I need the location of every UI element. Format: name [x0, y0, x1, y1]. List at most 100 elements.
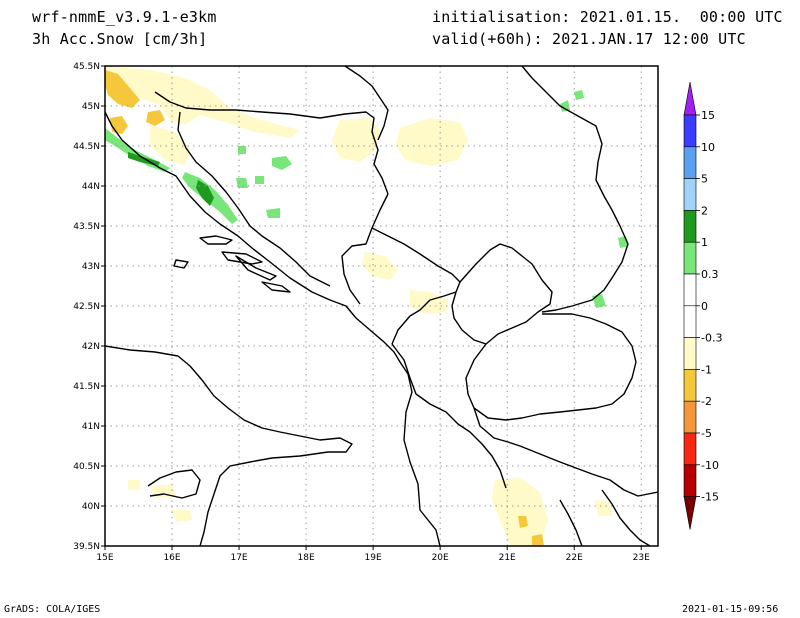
colorbar-label: 5 — [701, 173, 708, 186]
colorbar-label: -15 — [701, 491, 719, 504]
shade-green-5 — [255, 176, 264, 184]
colorbar-segment — [683, 432, 697, 466]
border-greece — [473, 407, 658, 497]
island-5 — [235, 255, 277, 281]
colorbar-label: -2 — [701, 395, 712, 408]
border-serbia-north — [344, 66, 389, 141]
colorbar-label: 0 — [701, 300, 708, 313]
shade-green-9 — [574, 90, 584, 100]
colorbar-label: 15 — [701, 109, 715, 122]
colorbar-segment — [683, 369, 697, 402]
shade-green-6 — [266, 208, 280, 218]
colorbar-segment — [683, 400, 697, 434]
x-tick-label: 21E — [499, 553, 516, 563]
colorbar-segment — [683, 305, 697, 338]
y-tick-label: 42N — [82, 342, 100, 352]
shade-green-8 — [560, 100, 570, 112]
colorbar-segment — [683, 337, 697, 370]
border-serbia-east — [521, 66, 629, 313]
shade-green-4 — [236, 178, 248, 188]
model-name: wrf-nmmE_v3.9.1-e3km — [32, 8, 217, 26]
y-tick-labels: 45.5N 45N 44.5N 44N 43.5N 43N 42.5N 42N 41.5N 41N… — [73, 62, 105, 552]
x-tick-label: 16E — [163, 553, 180, 563]
render-timestamp: 2021-01-15-09:56 — [682, 604, 779, 615]
y-tick-label: 43N — [82, 262, 100, 272]
y-tick-label: 45.5N — [73, 62, 100, 72]
colorbar-segment — [683, 210, 697, 243]
colorbar-label: -1 — [701, 363, 712, 376]
shade-light-sw-1 — [172, 510, 192, 522]
border-croatia-bosnia — [154, 91, 389, 195]
y-tick-label: 39.5N — [73, 542, 100, 552]
x-tick-labels: 15E 16E 17E 18E 19E 20E 21E 22E 23E — [96, 546, 650, 563]
colorbar-label: 2 — [701, 204, 708, 217]
y-tick-label: 43.5N — [73, 222, 100, 232]
border-albania — [391, 343, 507, 489]
shade-light-nw2 — [150, 125, 190, 165]
y-tick-label: 44.5N — [73, 142, 100, 152]
border-montenegro — [371, 227, 461, 345]
y-tick-label: 41.5N — [73, 382, 100, 392]
y-tick-label: 41N — [82, 422, 100, 432]
shade-light-south-1 — [492, 478, 548, 546]
colorbar-label: 0.3 — [701, 268, 719, 281]
initialisation-time: initialisation: 2021.01.15. 00:00 UTC — [432, 8, 783, 26]
border-bosnia-coast — [177, 111, 331, 287]
colorbar-label: 1 — [701, 236, 708, 249]
coastlines-and-borders — [105, 66, 658, 546]
colorbar-segment — [683, 273, 697, 307]
shade-green-7 — [238, 146, 246, 154]
shade-light-central-2 — [396, 118, 468, 166]
x-tick-label: 23E — [633, 553, 650, 563]
valid-time: valid(+60h): 2021.JAN.17 12:00 UTC — [432, 30, 746, 48]
coast-dalmatia — [105, 111, 441, 546]
x-tick-label: 19E — [365, 553, 382, 563]
x-tick-label: 17E — [230, 553, 247, 563]
coast-greece-2 — [559, 499, 583, 546]
shade-light-central-4 — [410, 290, 448, 314]
x-tick-label: 15E — [96, 553, 113, 563]
colorbar-top-arrow — [683, 81, 697, 116]
shade-orange-south — [518, 516, 528, 528]
coast-italy-gulf — [147, 469, 201, 499]
shade-orange-south2 — [532, 534, 544, 546]
y-tick-label: 45N — [82, 102, 100, 112]
colorbar-segment — [683, 178, 697, 211]
shade-green-11 — [592, 294, 606, 308]
colorbar-label: 10 — [701, 141, 715, 154]
x-tick-label: 22E — [566, 553, 583, 563]
coast-italy — [105, 345, 353, 546]
grads-credit: GrADS: COLA/IGES — [4, 604, 101, 615]
colorbar-segment — [683, 114, 697, 148]
y-tick-label: 42.5N — [73, 302, 100, 312]
shade-orange-1 — [105, 70, 140, 108]
coast-greece — [601, 489, 651, 546]
island-3 — [173, 259, 189, 269]
shade-green-3 — [272, 156, 292, 170]
shade-orange-2 — [110, 116, 128, 134]
colorbar-label: -10 — [701, 459, 719, 472]
colorbar-segment — [683, 241, 697, 275]
shade-orange-3 — [146, 110, 165, 126]
colorbar-label: -5 — [701, 427, 712, 440]
colorbar: 15 10 5 2 1 0.3 0 -0.3 -1 -2 -5 -10 -15 — [683, 81, 722, 530]
border-bosnia-serbia — [341, 193, 389, 305]
shade-light-south-2 — [595, 500, 612, 516]
snow-shading — [105, 66, 628, 546]
colorbar-label: -0.3 — [701, 332, 722, 345]
colorbar-segment — [683, 464, 697, 497]
colorbar-segment — [683, 146, 697, 179]
y-tick-label: 40N — [82, 502, 100, 512]
island-2 — [221, 251, 263, 265]
border-macedonia — [465, 313, 637, 421]
shade-light-nw — [105, 66, 300, 138]
lat-lon-grid — [105, 66, 658, 546]
shade-light-sw-3 — [128, 480, 140, 490]
border-kosovo — [451, 243, 553, 345]
y-tick-label: 44N — [82, 182, 100, 192]
colorbar-bottom-arrow — [683, 496, 697, 530]
shade-light-central-1 — [332, 118, 380, 162]
island-4 — [261, 281, 291, 293]
y-tick-label: 40.5N — [73, 462, 100, 472]
